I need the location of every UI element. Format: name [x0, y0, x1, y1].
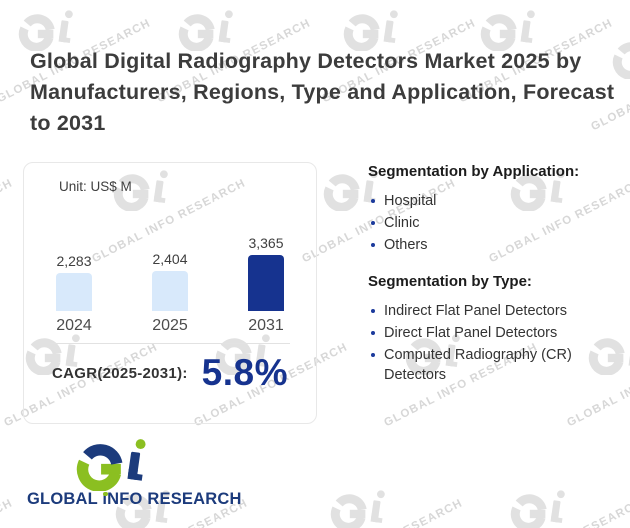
card-divider [50, 343, 290, 344]
segmentation-type-list: Indirect Flat Panel Detectors Direct Flat… [368, 301, 586, 385]
list-item: Computed Radiography (CR) Detectors [368, 345, 586, 385]
page-title-line: Manufacturers, Regions, Type and Applica… [30, 80, 615, 104]
bar-category-label: 2025 [152, 317, 188, 334]
wordmark-i: ı [102, 490, 108, 508]
gi-logo-icon [76, 436, 152, 496]
bar-2024: 2,283 2024 [46, 253, 102, 335]
cagr-label: CAGR(2025-2031): [51, 364, 188, 382]
page-title: Global Digital Radiography Detectors Mar… [30, 46, 615, 139]
segmentation-application-heading: Segmentation by Application: [368, 163, 580, 180]
bar-chart: 2,283 2024 2,404 2025 3,365 2031 [24, 235, 316, 335]
bar-2031: 3,365 2031 [238, 235, 294, 335]
bar-category-label: 2031 [248, 317, 284, 334]
list-item: Indirect Flat Panel Detectors [368, 301, 586, 321]
list-item: Clinic [368, 213, 586, 233]
brand-wordmark: GLOBAL ıNFO RESEARCH [27, 490, 242, 509]
segmentation-type-heading: Segmentation by Type: [368, 273, 532, 290]
wordmark-part: GLOBAL [27, 490, 103, 508]
bar-rect [56, 273, 92, 311]
bar-value-label: 3,365 [248, 235, 284, 251]
page-title-line: Global Digital Radiography Detectors Mar… [30, 49, 582, 73]
bar-rect [152, 271, 188, 311]
bar-category-label: 2024 [56, 317, 92, 334]
segmentation-application-list: Hospital Clinic Others [368, 191, 586, 255]
segmentation-column: Segmentation by Application: Hospital Cli… [368, 163, 608, 403]
list-item: Direct Flat Panel Detectors [368, 323, 586, 343]
chart-unit-label: Unit: US$ M [59, 179, 132, 194]
list-item: Hospital [368, 191, 586, 211]
market-chart-card: Unit: US$ M 2,283 2024 2,404 2025 3,365 2031 … [23, 162, 317, 424]
page-title-line: to 2031 [30, 111, 106, 135]
bar-2025: 2,404 2025 [142, 251, 198, 335]
list-item: Others [368, 235, 586, 255]
cagr-row: CAGR(2025-2031): 5.8% [24, 345, 316, 401]
wordmark-part: NFO RESEARCH [107, 490, 242, 508]
bar-value-label: 2,283 [56, 253, 92, 269]
cagr-value: 5.8% [201, 352, 289, 393]
bar-rect [248, 255, 284, 311]
bar-value-label: 2,404 [152, 251, 188, 267]
